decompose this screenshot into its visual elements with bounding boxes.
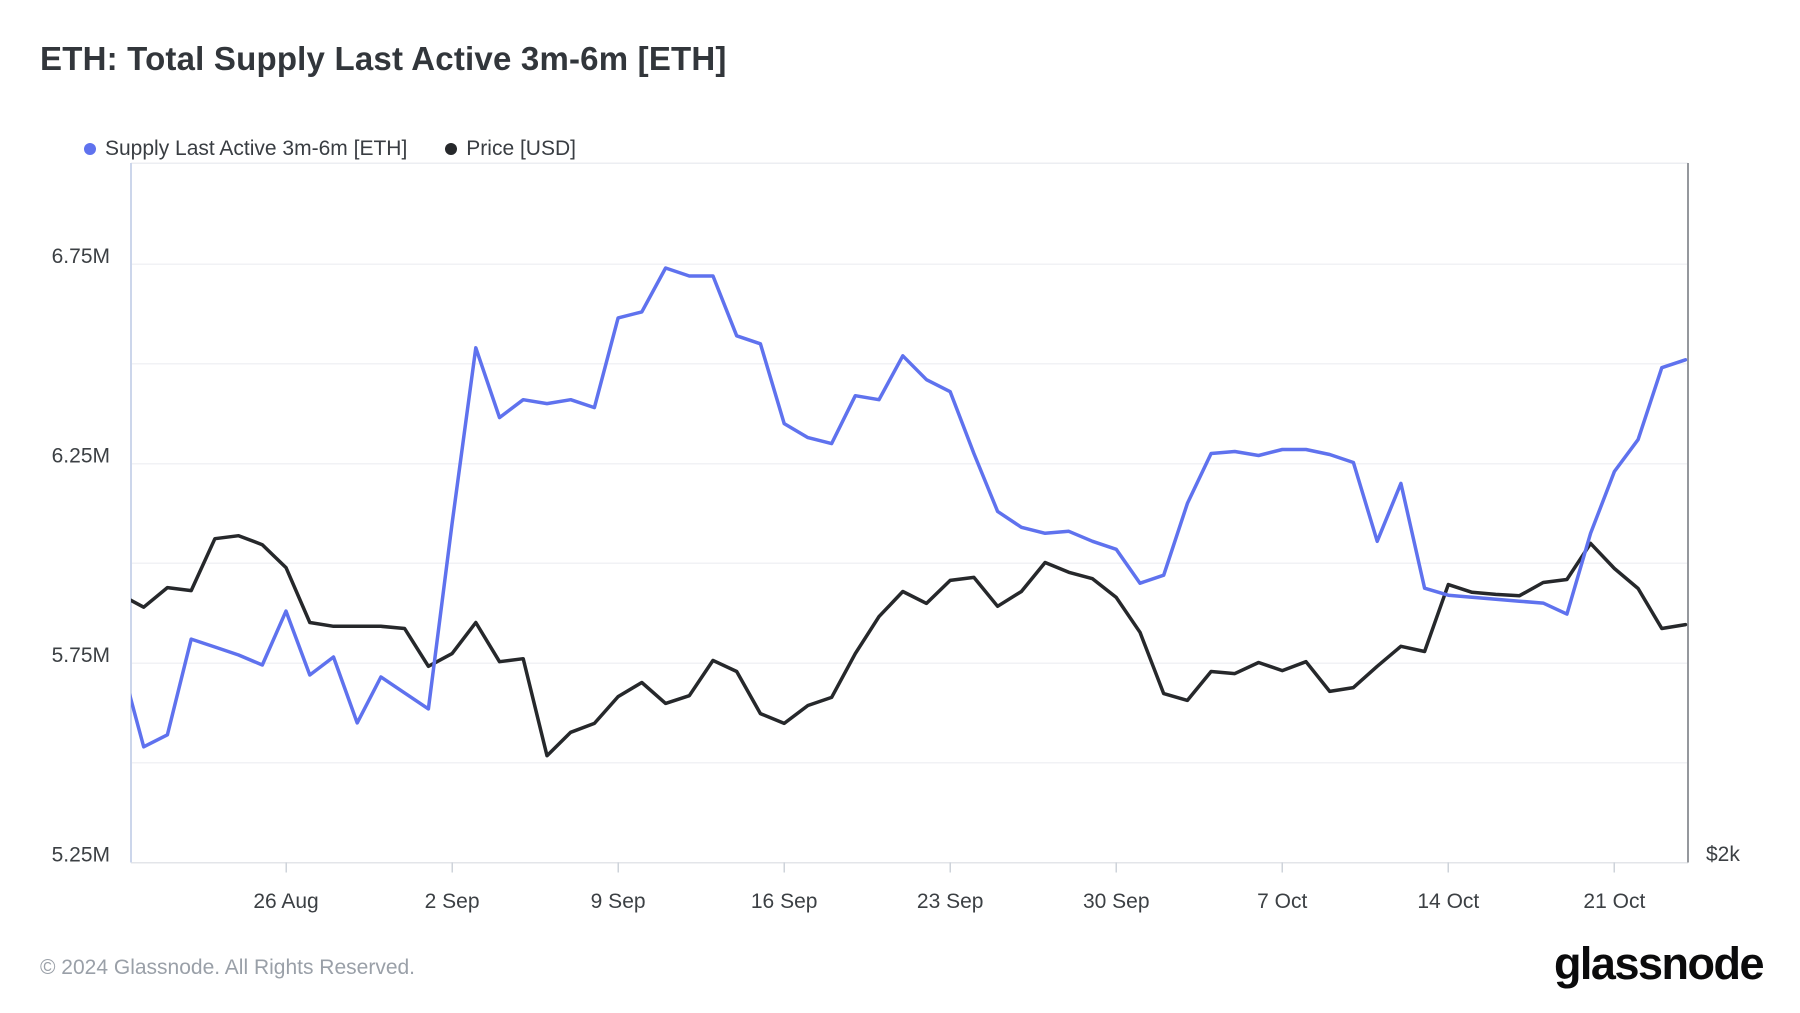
x-axis-tick-label: 2 Sep — [425, 890, 480, 913]
x-axis-tick-label: 21 Oct — [1583, 890, 1645, 913]
x-axis-tick-label: 30 Sep — [1083, 890, 1150, 913]
y-axis-tick-label: 5.75M — [52, 644, 110, 667]
supply-series-dot-icon — [84, 143, 96, 155]
x-axis-tick-label: 16 Sep — [751, 890, 818, 913]
copyright-text: © 2024 Glassnode. All Rights Reserved. — [40, 956, 416, 979]
price-series-line[interactable] — [120, 533, 1688, 758]
x-axis-tick-label: 9 Sep — [591, 890, 646, 913]
x-axis-tick-label: 7 Oct — [1257, 890, 1307, 913]
legend-item-supply[interactable]: Supply Last Active 3m-6m [ETH] — [84, 137, 407, 161]
legend-label-price: Price [USD] — [466, 137, 576, 160]
legend-item-price[interactable]: Price [USD] — [445, 137, 576, 161]
x-axis-tick-label: 26 Aug — [253, 890, 318, 913]
page-title: ETH: Total Supply Last Active 3m-6m [ETH… — [40, 40, 727, 77]
glassnode-logo: glassnode — [1553, 938, 1765, 989]
y-axis-tick-label: 6.25M — [52, 445, 110, 468]
x-axis-tick-label: 23 Sep — [917, 890, 984, 913]
y-axis-tick-label: 5.25M — [52, 844, 110, 867]
price-series-dot-icon — [445, 143, 458, 155]
chart-legend: Supply Last Active 3m-6m [ETH] Price [US… — [84, 137, 576, 161]
legend-label-supply: Supply Last Active 3m-6m [ETH] — [105, 137, 408, 160]
supply-series-line[interactable] — [120, 266, 1688, 749]
price-axis-tick-label: $2k — [1706, 843, 1740, 866]
y-axis-tick-label: 6.75M — [52, 245, 110, 268]
x-axis-tick-label: 14 Oct — [1417, 890, 1479, 913]
